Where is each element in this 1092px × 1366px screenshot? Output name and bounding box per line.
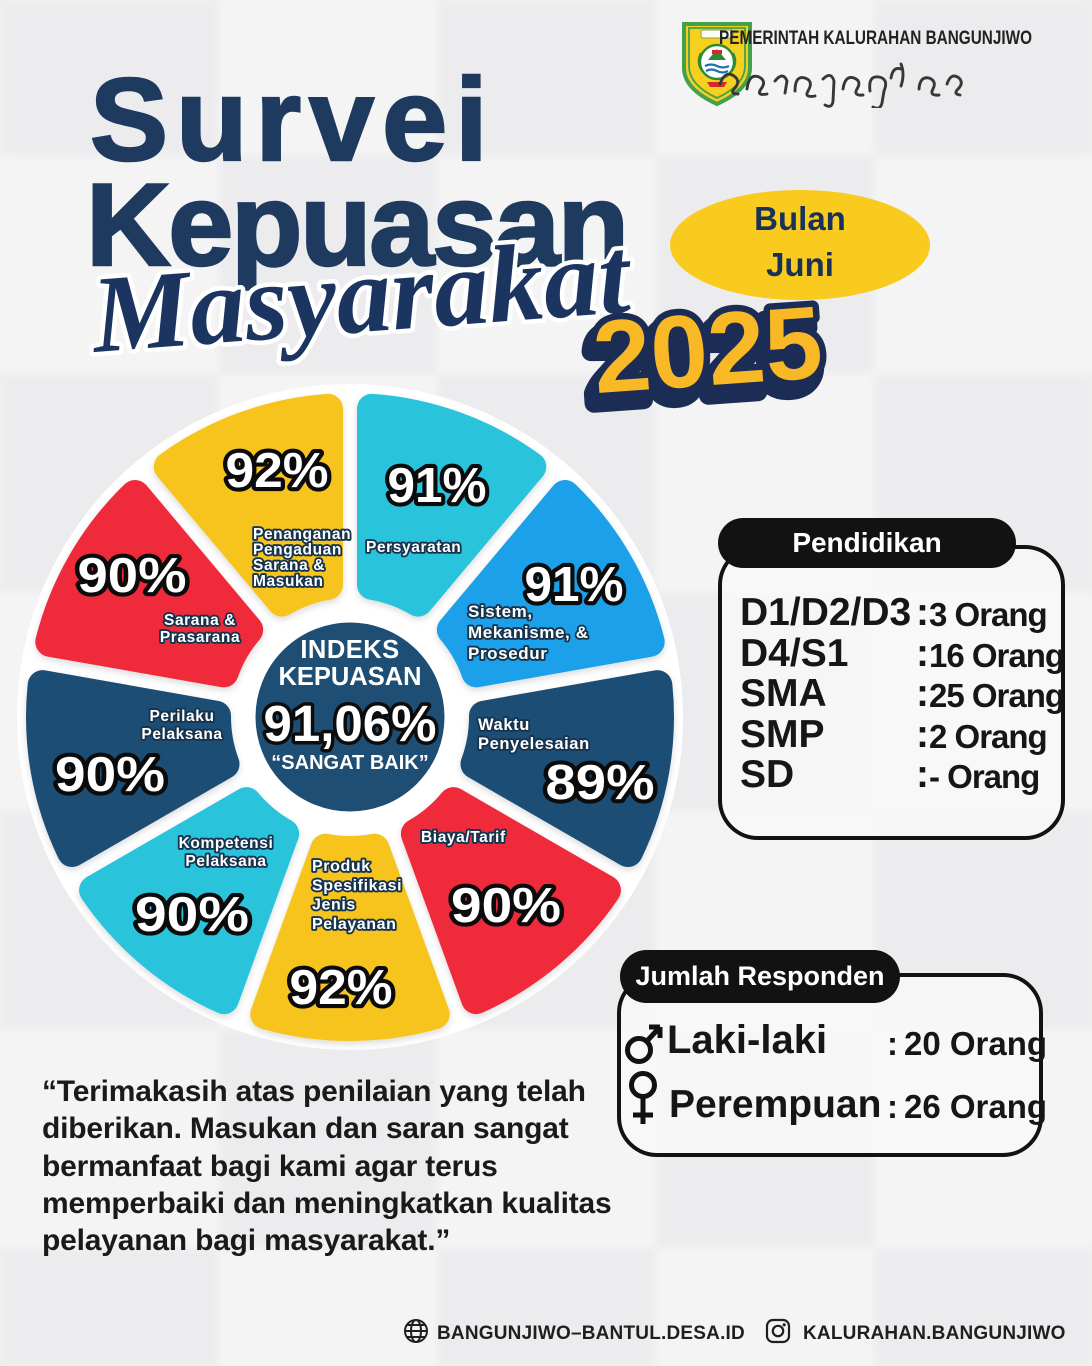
svg-text:92%: 92%: [290, 961, 393, 1015]
svg-text:Masyarakat: Masyarakat: [86, 220, 637, 376]
svg-text:Spesifikasi: Spesifikasi: [312, 877, 402, 894]
svg-text:92%: 92%: [226, 444, 329, 498]
svg-text:Pelaksana: Pelaksana: [141, 726, 222, 743]
svg-text:90%: 90%: [55, 748, 165, 802]
svg-text:91%: 91%: [525, 558, 624, 612]
svg-text:2025: 2025: [589, 284, 826, 415]
svg-text:Produk: Produk: [312, 858, 371, 875]
svg-text:89%: 89%: [546, 756, 655, 810]
svg-text:Jenis: Jenis: [312, 897, 356, 914]
svg-text:Prosedur: Prosedur: [468, 644, 547, 663]
svg-text:2025: 2025: [584, 295, 821, 426]
svg-text:90%: 90%: [451, 879, 561, 933]
svg-text:KEPUASAN: KEPUASAN: [278, 663, 421, 691]
svg-text:Penanganan: Penanganan: [253, 526, 351, 543]
svg-text:PEMERINTAH KALURAHAN BANGUNJIW: PEMERINTAH KALURAHAN BANGUNJIWO: [719, 28, 1032, 49]
svg-text:Sistem,: Sistem,: [468, 602, 533, 621]
svg-text:Kompetensi: Kompetensi: [179, 835, 274, 852]
svg-text:Penyelesaian: Penyelesaian: [478, 735, 590, 753]
svg-text:Pelayanan: Pelayanan: [312, 916, 397, 933]
svg-text:Sarana &: Sarana &: [164, 612, 236, 629]
svg-text:91%: 91%: [388, 459, 487, 513]
svg-text:Persyaratan: Persyaratan: [366, 539, 461, 556]
svg-text:Pelaksana: Pelaksana: [185, 853, 266, 870]
svg-text:90%: 90%: [135, 888, 249, 942]
svg-text:Perilaku: Perilaku: [149, 708, 214, 725]
svg-text:90%: 90%: [78, 549, 187, 603]
svg-text:Sarana &: Sarana &: [253, 557, 325, 574]
svg-text:Mekanisme, &: Mekanisme, &: [468, 623, 589, 642]
svg-text:Masukan: Masukan: [253, 573, 324, 590]
svg-text:Pengaduan: Pengaduan: [253, 542, 342, 559]
svg-text:INDEKS: INDEKS: [300, 636, 399, 664]
svg-text:“SANGAT BAIK”: “SANGAT BAIK”: [271, 752, 428, 774]
svg-text:Prasarana: Prasarana: [160, 629, 240, 646]
svg-text:91,06%: 91,06%: [264, 695, 437, 752]
svg-text:Waktu: Waktu: [478, 716, 530, 734]
svg-text:Biaya/Tarif: Biaya/Tarif: [421, 829, 506, 846]
